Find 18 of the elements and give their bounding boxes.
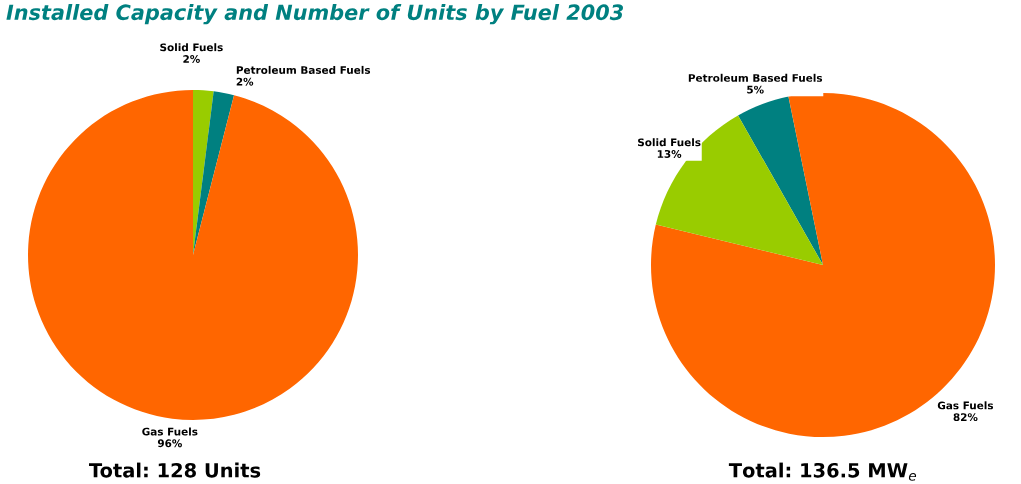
data-label: 96% [157,439,182,448]
data-label: 2% [183,55,200,63]
text: Total: 128 Units [89,462,261,478]
pie-slice [28,90,358,420]
slice-label: Gas Fuels [937,401,994,410]
data-label: 82% [953,413,978,422]
slice-label: Gas Fuels [142,427,198,436]
pie-slice [193,91,235,255]
pie-slice [738,96,823,265]
data-label: 5% [747,85,764,94]
data-label: 13% [657,150,682,158]
slice-label: Petroleum Based Fuels [688,73,823,82]
chart-title: Installed Capacity and Number of Units by Fuel 2003 [6,4,623,25]
text: Total: 136.5 MW$_{e}$ [728,462,917,481]
slice-label: Solid Fuels [638,138,701,147]
data-label: 2% [236,77,254,86]
slice-label: Solid Fuels [160,43,223,52]
slice-label: Petroleum Based Fuels [236,65,371,74]
